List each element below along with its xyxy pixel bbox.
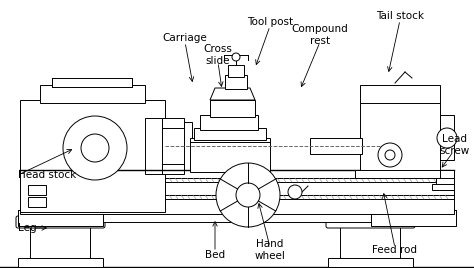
Bar xyxy=(20,170,454,214)
Bar xyxy=(210,100,255,117)
Text: Cross
slide: Cross slide xyxy=(203,44,232,66)
Circle shape xyxy=(63,116,127,180)
Circle shape xyxy=(288,185,302,199)
Text: Bed: Bed xyxy=(205,250,225,260)
FancyBboxPatch shape xyxy=(16,216,105,228)
Bar xyxy=(28,185,46,195)
Text: Tail stock: Tail stock xyxy=(376,11,424,21)
Bar xyxy=(18,258,103,267)
Bar xyxy=(200,115,258,130)
Bar xyxy=(18,210,456,222)
Bar xyxy=(328,258,413,267)
Bar xyxy=(340,220,400,260)
Text: Carriage: Carriage xyxy=(163,33,207,43)
Text: Lead
screw: Lead screw xyxy=(440,134,470,156)
Bar xyxy=(194,128,266,140)
Bar xyxy=(225,75,247,89)
Polygon shape xyxy=(18,210,103,226)
Bar xyxy=(52,78,132,87)
Bar xyxy=(432,184,454,190)
Bar xyxy=(30,220,90,260)
Bar xyxy=(440,170,454,180)
Bar xyxy=(40,85,145,103)
Text: Tool post: Tool post xyxy=(247,17,293,27)
Circle shape xyxy=(437,128,457,148)
Bar xyxy=(440,115,454,160)
Polygon shape xyxy=(371,210,456,226)
Circle shape xyxy=(385,150,395,160)
Bar xyxy=(228,65,244,77)
Circle shape xyxy=(378,143,402,167)
Bar xyxy=(28,197,46,207)
FancyBboxPatch shape xyxy=(326,216,415,228)
Polygon shape xyxy=(145,118,162,174)
Text: Hand
wheel: Hand wheel xyxy=(255,239,285,261)
Bar xyxy=(20,100,165,212)
Circle shape xyxy=(216,163,280,227)
Text: Head stock: Head stock xyxy=(18,170,76,180)
Text: Compound
rest: Compound rest xyxy=(292,24,348,46)
Bar xyxy=(162,118,184,174)
Bar xyxy=(360,85,440,103)
Bar xyxy=(360,100,440,172)
Bar xyxy=(190,138,270,172)
Text: Leg: Leg xyxy=(18,223,36,233)
Bar xyxy=(310,138,362,154)
Polygon shape xyxy=(210,88,255,100)
Text: Feed rod: Feed rod xyxy=(373,245,418,255)
Circle shape xyxy=(81,134,109,162)
Bar xyxy=(184,122,192,170)
Circle shape xyxy=(236,183,260,207)
Bar xyxy=(436,178,454,186)
Bar xyxy=(355,170,445,178)
Circle shape xyxy=(232,53,240,61)
